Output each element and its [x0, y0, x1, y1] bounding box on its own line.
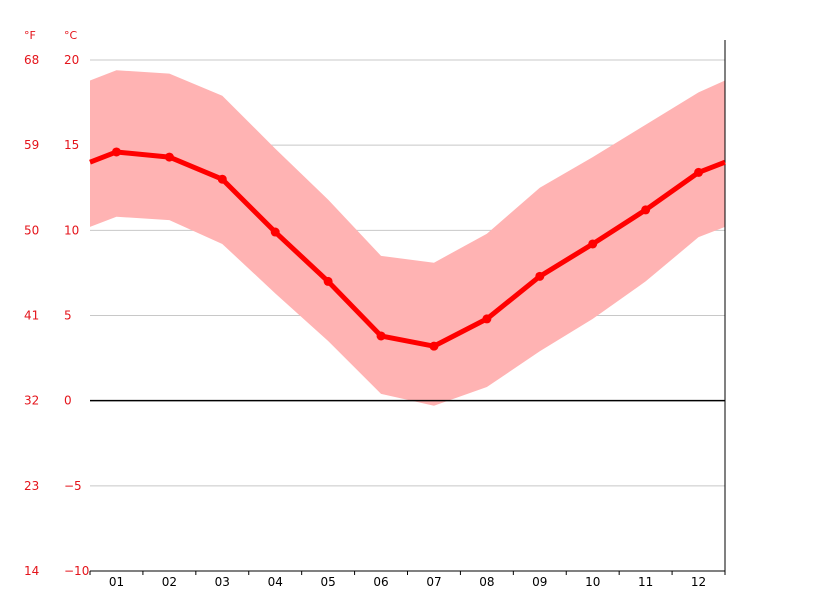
- x-tick-label: 08: [479, 575, 494, 589]
- y-tick-label-fahrenheit: 50: [24, 223, 39, 237]
- x-tick-label: 12: [691, 575, 706, 589]
- data-point: [429, 341, 439, 351]
- x-tick-label: 09: [532, 575, 547, 589]
- x-tick-label: 05: [320, 575, 335, 589]
- unit-label-fahrenheit: °F: [24, 29, 36, 42]
- y-tick-label-fahrenheit: 32: [24, 394, 39, 408]
- x-tick-label: 10: [585, 575, 600, 589]
- x-tick-label: 07: [426, 575, 441, 589]
- y-tick-label-fahrenheit: 68: [24, 53, 39, 67]
- data-point: [111, 147, 121, 157]
- y-tick-label-celsius: 15: [64, 138, 79, 152]
- data-point: [270, 227, 280, 237]
- y-tick-label-fahrenheit: 59: [24, 138, 39, 152]
- y-tick-label-celsius: 10: [64, 223, 79, 237]
- y-tick-labels: 68 20 59 15 50 10 41 5 32 0 23 −5 14 −10: [24, 53, 89, 578]
- data-point: [217, 174, 227, 184]
- x-tick-label: 03: [215, 575, 230, 589]
- y-tick-label-fahrenheit: 41: [24, 309, 39, 323]
- data-point: [323, 276, 333, 286]
- x-tick-label: 02: [162, 575, 177, 589]
- data-points: [111, 147, 704, 351]
- mean-temperature-line: [89, 149, 726, 349]
- y-tick-label-celsius: 20: [64, 53, 79, 67]
- data-point: [588, 239, 598, 249]
- y-tick-label-celsius: −5: [64, 479, 82, 493]
- data-point: [164, 152, 174, 162]
- data-point: [694, 167, 704, 177]
- x-tick-label: 06: [373, 575, 388, 589]
- data-point: [535, 271, 545, 281]
- data-point: [376, 331, 386, 341]
- y-tick-label-fahrenheit: 23: [24, 479, 39, 493]
- data-point: [641, 205, 651, 215]
- y-tick-label-celsius: 5: [64, 309, 72, 323]
- x-tick-label: 11: [638, 575, 653, 589]
- y-tick-label-fahrenheit: 14: [24, 564, 39, 578]
- unit-label-celsius: °C: [64, 29, 78, 42]
- temperature-range-band: [90, 70, 725, 406]
- x-tick-label: 01: [109, 575, 124, 589]
- x-tick-labels: 01 02 03 04 05 06 07 08 09 10 11 12: [109, 575, 706, 589]
- y-tick-label-celsius: 0: [64, 394, 72, 408]
- data-point: [482, 314, 492, 324]
- x-tick-label: 04: [268, 575, 283, 589]
- y-tick-label-celsius: −10: [64, 564, 89, 578]
- axes: [89, 40, 726, 575]
